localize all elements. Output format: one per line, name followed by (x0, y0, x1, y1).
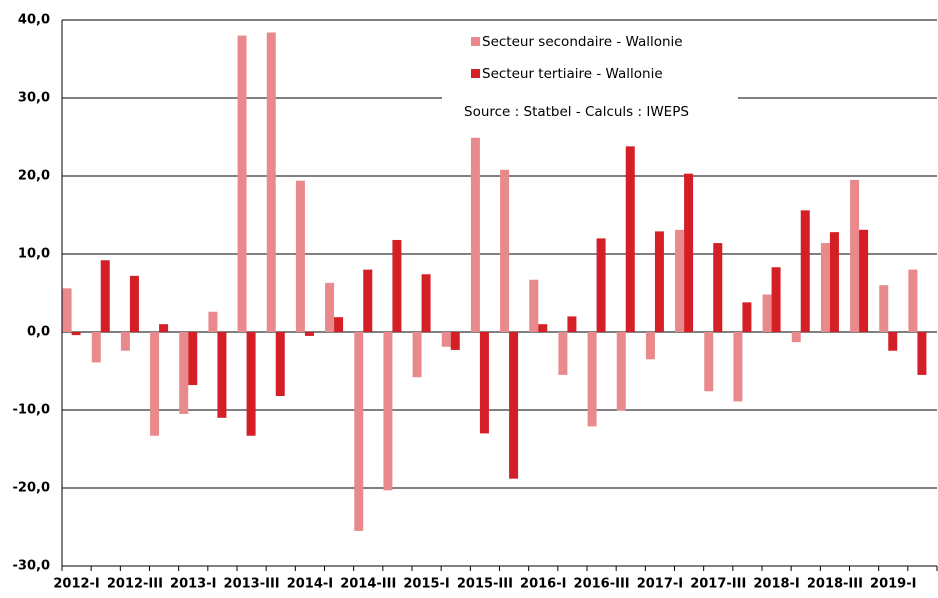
plot (61, 19, 938, 571)
bar (645, 332, 655, 360)
bar (208, 311, 218, 332)
x-tick-label: 2014-I (287, 577, 333, 592)
y-tick-label: 10,0 (18, 247, 50, 262)
bar (733, 332, 743, 402)
bar (275, 332, 285, 396)
x-tick-label: 2017-III (690, 577, 746, 592)
bar (179, 332, 189, 414)
bar (91, 332, 101, 363)
bar (888, 332, 898, 351)
bar (704, 332, 714, 392)
bar (625, 146, 635, 332)
annotation: Source : Statbel - Calculs : IWEPS (464, 104, 689, 120)
x-tick-label: 2018-I (753, 577, 799, 592)
bar (800, 210, 810, 332)
x-tick-label: 2015-I (403, 577, 449, 592)
bar (684, 173, 694, 332)
bar (100, 260, 110, 332)
bar (150, 332, 160, 436)
bar (421, 274, 431, 332)
bar (237, 35, 247, 332)
y-tick-label: 30,0 (18, 91, 50, 106)
bar (567, 316, 577, 332)
bar (304, 332, 314, 336)
bar (441, 332, 451, 347)
bar (654, 231, 664, 332)
bar (850, 179, 860, 332)
y-tick-label: -10,0 (13, 403, 50, 418)
y-tick-label: 40,0 (18, 13, 50, 28)
x-tick-label: 2014-III (340, 577, 396, 592)
bar (791, 332, 801, 343)
bar (829, 232, 839, 332)
legend-swatch (471, 37, 480, 46)
bar (412, 332, 422, 378)
y-tick-label: 0,0 (27, 325, 50, 340)
bar (325, 282, 335, 332)
y-tick-label: 20,0 (18, 169, 50, 184)
bar (859, 229, 869, 332)
y-tick-label: -30,0 (13, 559, 50, 574)
bar (616, 332, 626, 411)
legend-swatch (471, 69, 480, 78)
legend-label: Secteur tertiaire - Wallonie (482, 66, 663, 82)
bar (917, 332, 927, 375)
bar (908, 269, 918, 332)
bar (363, 269, 373, 332)
legend-label: Secteur secondaire - Wallonie (482, 34, 683, 50)
bar (354, 332, 364, 531)
x-tick-label: 2015-III (457, 577, 513, 592)
bar (188, 332, 198, 386)
bar (742, 302, 752, 332)
bar (762, 294, 772, 332)
x-tick-label: 2017-I (637, 577, 683, 592)
bar (509, 332, 519, 479)
bar (266, 32, 276, 332)
bar (771, 267, 781, 332)
x-tick-label: 2016-III (574, 577, 630, 592)
bar (120, 332, 130, 351)
bar (479, 332, 489, 434)
bar (71, 332, 81, 336)
bar (596, 238, 606, 332)
x-tick-label: 2016-I (520, 577, 566, 592)
x-tick-label: 2013-III (224, 577, 280, 592)
bar (392, 239, 402, 332)
y-tick-label: -20,0 (13, 481, 50, 496)
bar (246, 332, 256, 436)
bar (500, 169, 510, 332)
legend-box (442, 24, 738, 130)
x-tick-label: 2018-III (807, 577, 863, 592)
bar (334, 317, 344, 332)
bar (159, 324, 169, 332)
bar (820, 243, 830, 332)
x-tick-label: 2013-I (170, 577, 216, 592)
bar (470, 137, 480, 332)
x-tick-label: 2012-I (53, 577, 99, 592)
bar (129, 275, 139, 332)
bar (558, 332, 568, 375)
bar (450, 332, 460, 350)
bar (538, 324, 548, 332)
bar (587, 332, 597, 427)
bar (62, 288, 72, 332)
bar (675, 229, 685, 332)
bar (713, 243, 723, 332)
bar (383, 332, 393, 491)
bar (217, 332, 227, 418)
bar (879, 285, 889, 332)
bar (295, 180, 305, 332)
bar (529, 279, 539, 332)
x-tick-label: 2012-III (107, 577, 163, 592)
x-tick-label: 2019-I (870, 577, 916, 592)
